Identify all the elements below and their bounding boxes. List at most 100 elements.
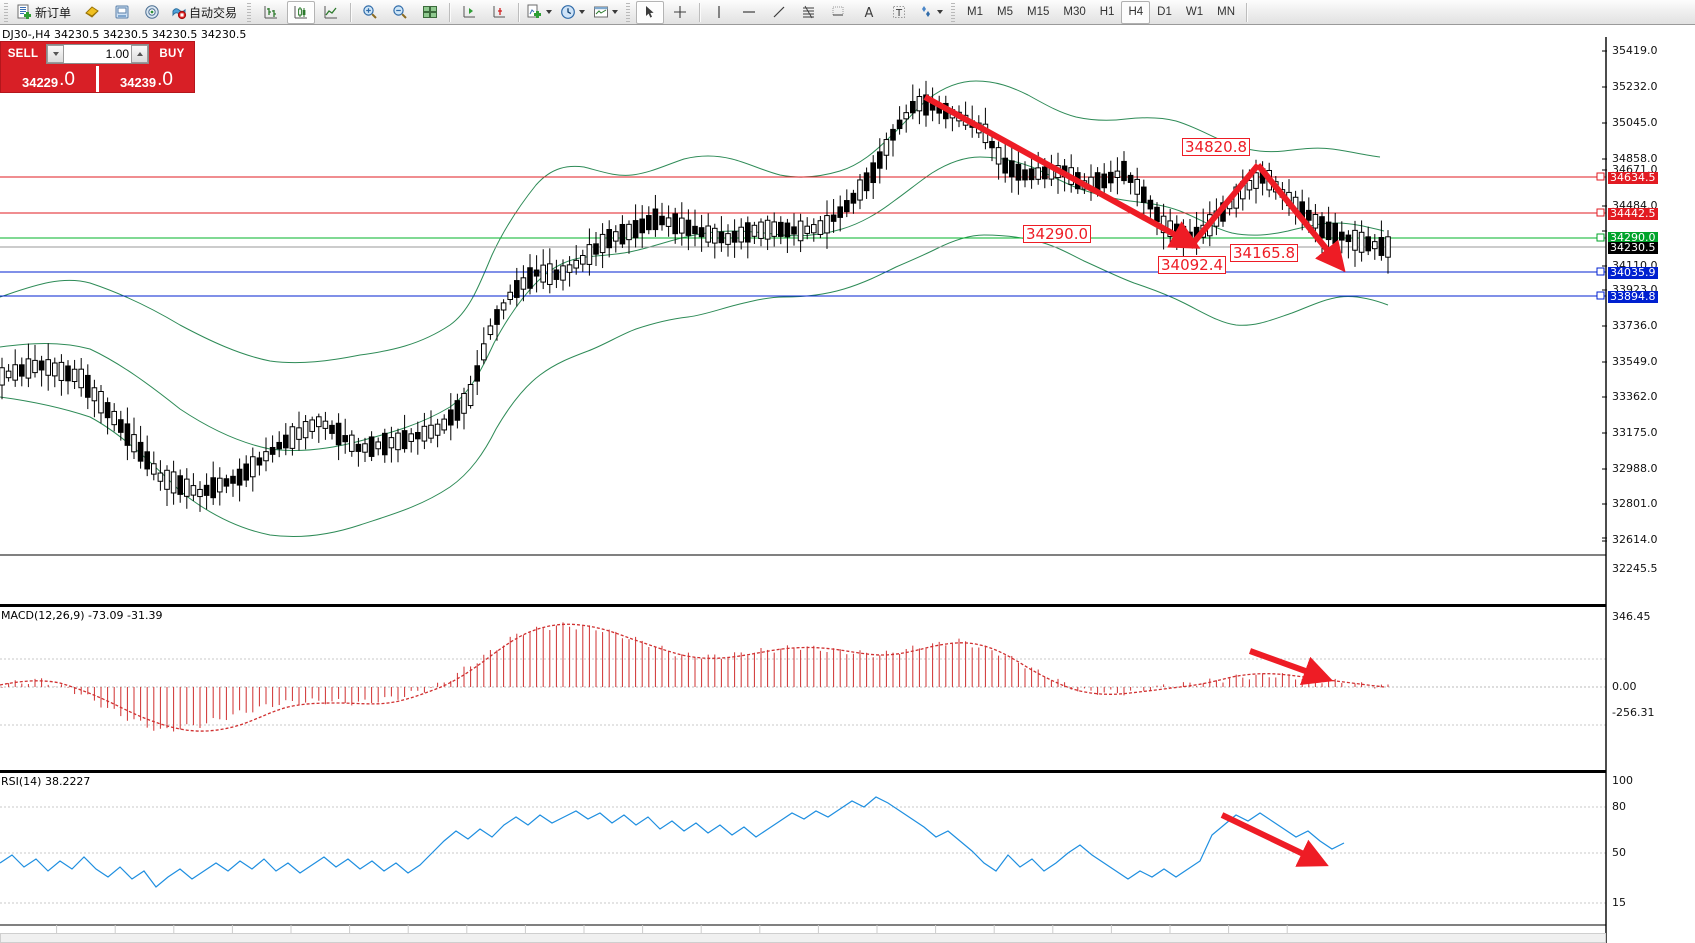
candle-body — [309, 419, 315, 432]
expert-advisors-button[interactable] — [78, 1, 106, 24]
candle-body — [170, 471, 177, 494]
annotation-34165[interactable]: 34165.8 — [1230, 244, 1299, 262]
timeframe-m1[interactable]: M1 — [967, 6, 984, 18]
timeframe-m5[interactable]: M5 — [997, 6, 1013, 18]
periods-button[interactable] — [557, 1, 588, 24]
annotation-34290[interactable]: 34290.0 — [1023, 225, 1092, 243]
toolbar-grip-2[interactable] — [246, 2, 254, 22]
shapes-button[interactable] — [915, 1, 946, 24]
chart-canvas[interactable] — [0, 25, 1695, 943]
text-label-button[interactable]: T — [885, 1, 913, 24]
sell-button[interactable]: SELL — [3, 44, 43, 64]
chevron-down-icon-2[interactable] — [579, 10, 586, 14]
candle-body — [916, 96, 923, 112]
cursor-button[interactable] — [636, 0, 665, 24]
shapes-icon — [922, 6, 931, 17]
price-tick-1: 35232.0 — [1612, 80, 1658, 93]
candle-body — [989, 140, 995, 149]
navigator-button[interactable] — [138, 1, 166, 24]
trendline-button[interactable] — [765, 1, 793, 24]
price-label-33894[interactable]: 33894.8 — [1608, 290, 1658, 303]
volume-dropdown-button[interactable] — [47, 45, 64, 63]
candlestick-chart-button[interactable] — [287, 0, 316, 24]
price-label-34035[interactable]: 34035.9 — [1608, 266, 1658, 279]
timeframe-m15[interactable]: M15 — [1027, 6, 1050, 18]
horizontal-line-button[interactable] — [735, 1, 763, 24]
chart-shift-button[interactable] — [485, 1, 513, 24]
zoom-out-button[interactable] — [386, 1, 414, 24]
candle-body — [342, 435, 348, 443]
line-chart-button[interactable] — [317, 1, 345, 24]
candle-body — [1022, 169, 1028, 181]
candle-body — [230, 475, 236, 484]
timeframe-h4[interactable]: H4 — [1121, 0, 1151, 24]
candle-body — [302, 421, 309, 439]
candle-body — [896, 119, 903, 130]
one-click-trading-panel[interactable]: SELL 1.00 BUY 34229 . 0 34239 . 0 — [0, 41, 195, 93]
price-label-34634[interactable]: 34634.5 — [1608, 171, 1658, 184]
templates-button[interactable] — [590, 1, 621, 24]
chevron-down-icon-3[interactable] — [612, 10, 619, 14]
buy-price[interactable]: 34239 . 0 — [99, 66, 194, 92]
candle-body — [514, 280, 520, 298]
timeframe-mn[interactable]: MN — [1217, 6, 1235, 18]
price-tick-10: 33549.0 — [1612, 355, 1658, 368]
text-button[interactable]: A — [855, 1, 883, 24]
candle-body — [850, 192, 857, 204]
chart-stage[interactable]: DJ30-,H4 34230.5 34230.5 34230.5 34230.5… — [0, 25, 1695, 943]
candle-body — [58, 361, 65, 381]
candle-body — [665, 217, 672, 227]
toolbar-separator-3 — [518, 2, 520, 22]
candle-body — [236, 468, 243, 486]
candle-body — [646, 215, 652, 231]
macd-panel — [0, 622, 1606, 732]
timeframe-m30[interactable]: M30 — [1063, 6, 1086, 18]
candle-body — [1147, 199, 1154, 210]
toolbar-grip-4[interactable] — [950, 2, 958, 22]
timeframe-d1[interactable]: D1 — [1157, 6, 1172, 18]
candle-body — [223, 478, 230, 487]
annotation-34820[interactable]: 34820.8 — [1182, 138, 1251, 156]
candle-body — [738, 226, 745, 243]
sell-price-integer: 34229 — [21, 75, 59, 90]
channel-button[interactable] — [825, 1, 853, 24]
candle-body — [593, 243, 599, 255]
candle-body — [751, 224, 758, 237]
price-label-34442[interactable]: 34442.5 — [1608, 207, 1658, 220]
indicators-button[interactable] — [524, 1, 555, 24]
sell-price[interactable]: 34229 . 0 — [1, 66, 96, 92]
annotation-34092[interactable]: 34092.4 — [1158, 256, 1227, 274]
timeframe-w1[interactable]: W1 — [1185, 6, 1204, 18]
volume-increment-button[interactable] — [131, 45, 148, 63]
toolbar-grip-3[interactable] — [625, 2, 633, 22]
crosshair-icon — [674, 6, 687, 18]
fibonacci-button[interactable] — [795, 1, 823, 24]
chevron-down-icon-4[interactable] — [937, 10, 944, 14]
candle-body — [250, 456, 256, 478]
one-click-price-row: 34229 . 0 34239 . 0 — [1, 66, 194, 92]
volume-field[interactable]: 1.00 — [46, 44, 149, 64]
candle-body — [395, 432, 401, 451]
new-order-button[interactable]: 新订单 — [14, 1, 76, 24]
price-label-34290[interactable]: 34290.0 — [1608, 231, 1658, 244]
terminal-button[interactable] — [416, 1, 444, 24]
price-panel — [0, 80, 1606, 537]
crosshair-button[interactable] — [666, 1, 694, 24]
auto-trading-button[interactable]: 自动交易 — [168, 1, 242, 24]
toolbar-grip[interactable] — [3, 2, 10, 22]
buy-button[interactable]: BUY — [152, 44, 192, 64]
timeframe-h1[interactable]: H1 — [1099, 6, 1115, 18]
zoom-in-button[interactable] — [356, 1, 384, 24]
market-watch-button[interactable] — [108, 1, 136, 24]
auto-scroll-button[interactable] — [455, 1, 483, 24]
volume-value[interactable]: 1.00 — [64, 45, 131, 63]
chevron-down-icon[interactable] — [546, 10, 553, 14]
candle-body — [804, 225, 811, 234]
bar-chart-button[interactable] — [257, 1, 285, 24]
candle-body — [467, 384, 474, 407]
fibonacci-icon — [803, 5, 815, 19]
horizontal-scrollbar[interactable] — [0, 933, 1606, 943]
candle-body — [1108, 171, 1114, 184]
candle-body — [731, 230, 738, 243]
vertical-line-button[interactable] — [705, 1, 733, 24]
